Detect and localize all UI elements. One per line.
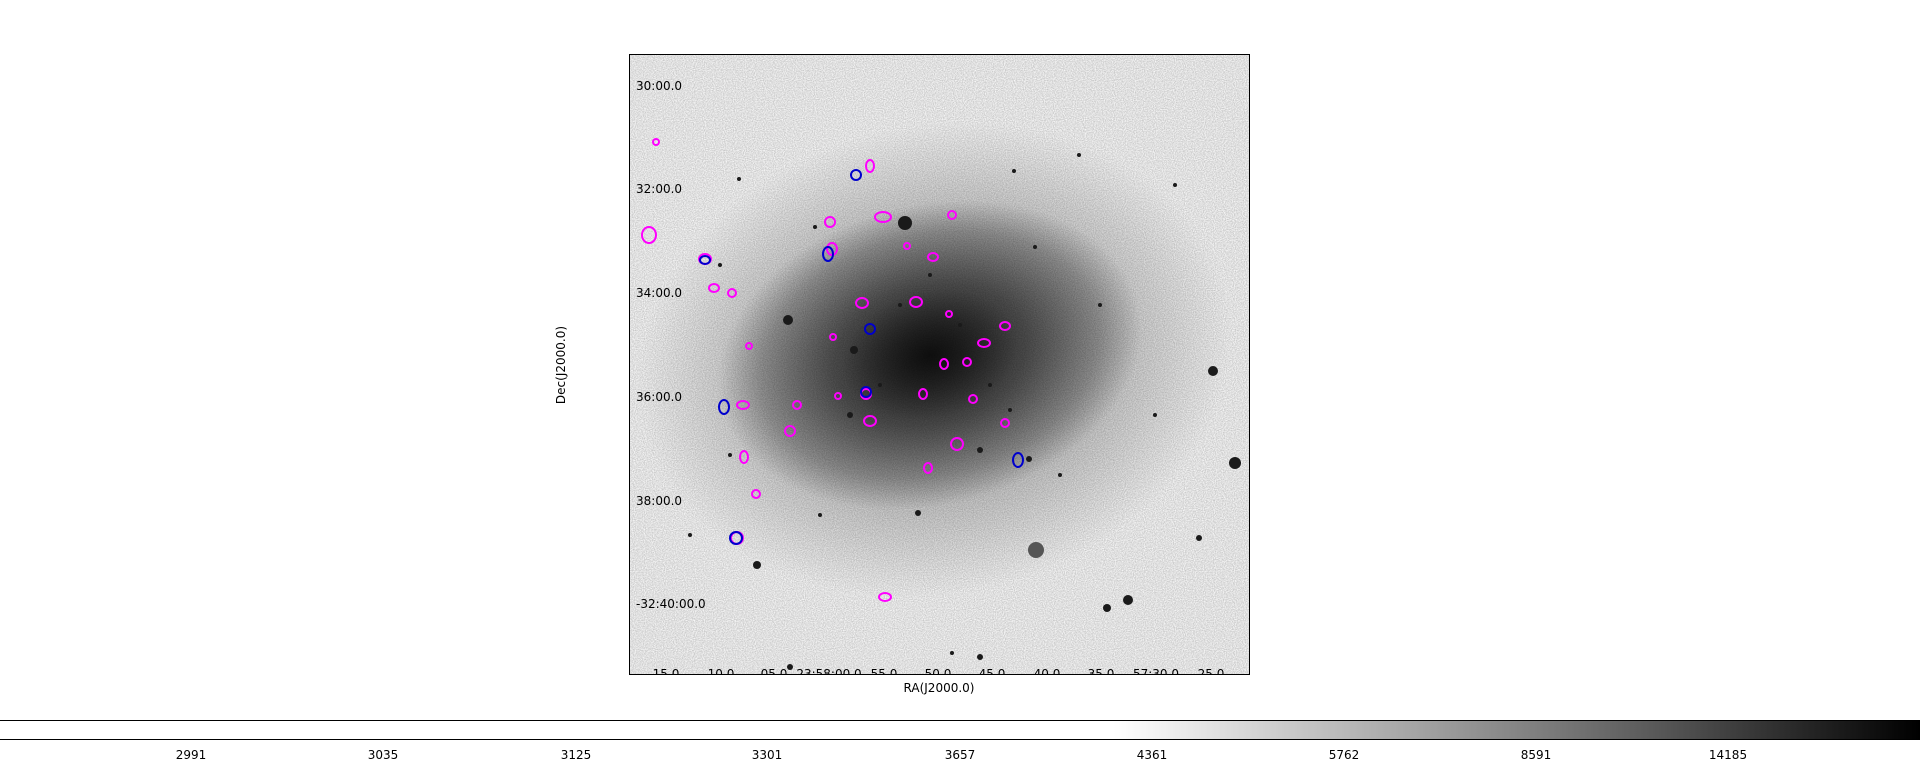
y-axis-label: Dec(J2000.0) [554, 325, 568, 405]
ra-tick-label: 55.0 [870, 667, 898, 675]
colorbar-tick-label: 3657 [944, 748, 976, 762]
dec-tick-label: -32:40:00.0 [636, 597, 706, 611]
ra-tick-label: 23:58:00.0 [796, 667, 862, 675]
ra-tick-label: 10.0 [707, 667, 735, 675]
dec-tick-label: 30:00.0 [636, 79, 683, 93]
x-axis-label: RA(J2000.0) [903, 681, 975, 695]
galaxy-image [630, 55, 1249, 674]
ra-tick-label: 05.0 [760, 667, 788, 675]
ra-tick-label: 57:30.0 [1132, 667, 1180, 675]
colorbar-tick-label: 3125 [560, 748, 592, 762]
dec-tick-label: 32:00.0 [636, 182, 683, 196]
colorbar-tick-label: 8591 [1520, 748, 1552, 762]
ra-tick-label: 40.0 [1033, 667, 1061, 675]
ra-tick-label: 15.0 [652, 667, 680, 675]
colorbar-tick-label: 4361 [1136, 748, 1168, 762]
colorbar-tick-label: 5762 [1328, 748, 1360, 762]
galaxy-core [841, 288, 1019, 422]
ra-tick-label: 25.0 [1197, 667, 1225, 675]
colorbar-tick-label: 2991 [175, 748, 207, 762]
field-stars [688, 153, 1241, 670]
colorbar-tick-label: 3301 [751, 748, 783, 762]
ra-tick-label: 35.0 [1087, 667, 1115, 675]
dec-tick-label: 38:00.0 [636, 494, 683, 508]
colorbar-tick-label: 3035 [367, 748, 399, 762]
ra-tick-label: 45.0 [978, 667, 1006, 675]
colorbar [0, 720, 1920, 740]
ra-tick-label: 50.0 [924, 667, 952, 675]
dec-tick-label: 34:00.0 [636, 286, 683, 300]
dec-tick-label: 36:00.0 [636, 390, 683, 404]
contours-blue [699, 169, 1024, 545]
colorbar-tick-label: 14185 [1708, 748, 1748, 762]
galaxy-image-panel: 30:00.0 32:00.0 34:00.0 36:00.0 38:00.0 … [629, 54, 1250, 675]
